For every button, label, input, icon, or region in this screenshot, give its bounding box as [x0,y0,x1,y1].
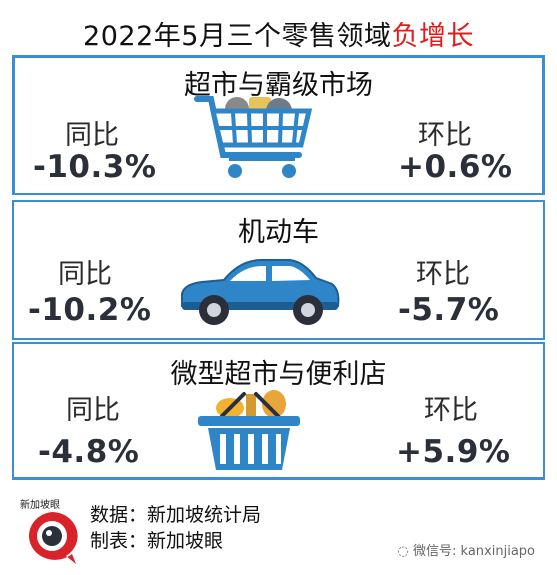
source-text: 数据：新加坡统计局 [90,504,262,526]
watermark-text: 微信号: kanxinjiapo [413,544,535,559]
mom-label: 环比 [418,120,472,151]
panel-title: 超市与霸级市场 [184,70,373,101]
mom-value: +0.6% [398,149,513,185]
mom-label: 环比 [424,395,478,426]
panel-motor-vehicles: 机动车 同比 -10.2% 环比 -5.7% [12,200,545,340]
yoy-label: 同比 [66,395,120,426]
page-title: 2022年5月三个零售领域负增长 [0,14,557,53]
mom-label: 环比 [416,259,470,290]
yoy-value: -10.3% [33,149,157,185]
shopping-cart-icon [194,96,313,178]
wechat-icon: ◌ [397,544,414,559]
panel-title: 机动车 [238,217,319,248]
title-highlight: 负增长 [391,21,474,52]
title-main: 2022年5月三个零售领域 [83,21,392,52]
yoy-label: 同比 [65,120,119,151]
panel-minimarts-convenience: 微型超市与便利店 同比 -4.8% 环比 +5.9% [12,342,545,480]
car-icon [181,259,340,325]
mom-value: -5.7% [398,292,500,328]
made-by-text: 制表：新加坡眼 [90,530,224,552]
logo-icon [29,512,78,564]
watermark: ◌ 微信号: kanxinjiapo [398,540,535,559]
yoy-label: 同比 [58,259,112,290]
yoy-value: -10.2% [28,292,152,328]
yoy-value: -4.8% [38,434,140,470]
logo-caption: 新加坡眼 [20,500,60,511]
mom-value: +5.9% [396,434,511,470]
panel-title: 微型超市与便利店 [170,359,387,390]
panel-supermarkets: 超市与霸级市场 同比 -10.3% 环比 +0.6% [12,55,545,195]
shopping-basket-icon [198,390,300,470]
